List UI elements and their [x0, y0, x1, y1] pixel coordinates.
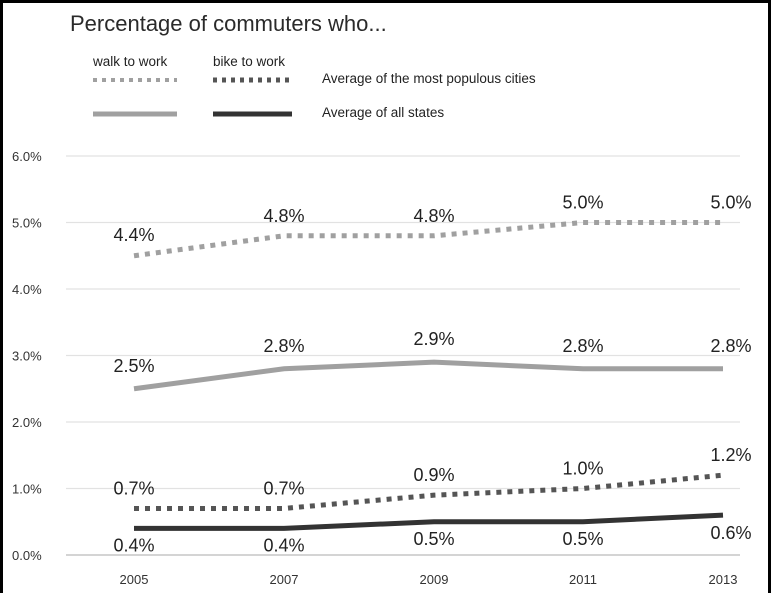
series-lines	[133, 220, 724, 531]
data-label: 5.0%	[710, 193, 751, 213]
data-label: 0.6%	[710, 523, 751, 543]
x-tick-label: 2013	[709, 572, 738, 587]
series-line-3	[134, 512, 724, 531]
data-label: 2.8%	[710, 336, 751, 356]
data-label: 0.7%	[263, 478, 304, 498]
y-axis-ticks: 0.0% 1.0% 2.0% 3.0% 4.0% 5.0% 6.0%	[12, 149, 42, 563]
data-label: 4.4%	[113, 225, 154, 245]
data-label: 2.8%	[263, 336, 304, 356]
data-label: 2.8%	[562, 336, 603, 356]
legend-header-bike: bike to work	[213, 54, 285, 69]
data-label: 0.5%	[562, 529, 603, 549]
x-tick-label: 2005	[120, 572, 149, 587]
chart-title: Percentage of commuters who...	[70, 11, 387, 36]
data-label: 2.5%	[113, 356, 154, 376]
x-axis-ticks: 2005 2007 2009 2011 2013	[120, 572, 738, 587]
data-label: 2.9%	[413, 329, 454, 349]
data-label: 1.0%	[562, 459, 603, 479]
data-label: 4.8%	[263, 206, 304, 226]
gridlines	[66, 155, 740, 556]
series-line-0	[133, 220, 723, 259]
data-label: 0.5%	[413, 529, 454, 549]
x-tick-label: 2007	[270, 572, 299, 587]
data-labels: 4.4% 4.8% 4.8% 5.0% 5.0% 2.5% 2.8% 2.9% 2.8% 2.8%…	[113, 193, 751, 556]
data-label: 0.4%	[113, 535, 154, 555]
legend-label-populous-cities: Average of the most populous cities	[322, 71, 536, 86]
y-tick-label: 2.0%	[12, 415, 42, 430]
data-label: 0.4%	[263, 535, 304, 555]
data-label: 0.9%	[413, 465, 454, 485]
legend-header-walk: walk to work	[92, 54, 168, 69]
data-label: 0.7%	[113, 478, 154, 498]
y-tick-label: 3.0%	[12, 349, 42, 364]
y-tick-label: 5.0%	[12, 216, 42, 231]
y-tick-label: 4.0%	[12, 282, 42, 297]
legend: walk to work bike to work Average of the…	[92, 54, 536, 120]
data-label: 5.0%	[562, 193, 603, 213]
y-tick-label: 1.0%	[12, 482, 42, 497]
data-label: 4.8%	[413, 206, 454, 226]
legend-label-all-states: Average of all states	[322, 105, 444, 120]
x-tick-label: 2011	[569, 572, 597, 587]
series-line-1	[133, 359, 723, 392]
y-tick-label: 6.0%	[12, 149, 42, 164]
y-tick-label: 0.0%	[12, 548, 42, 563]
x-tick-label: 2009	[420, 572, 449, 587]
data-label: 1.2%	[710, 445, 751, 465]
